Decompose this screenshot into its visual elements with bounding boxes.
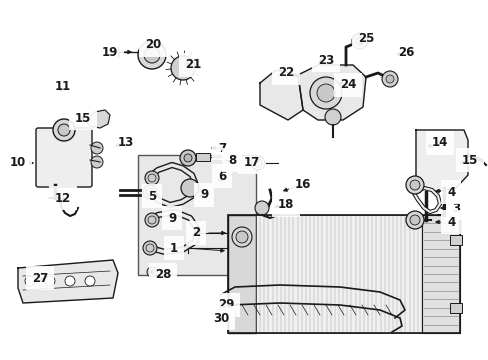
- Polygon shape: [260, 70, 303, 120]
- Bar: [449, 303, 461, 313]
- Circle shape: [409, 180, 419, 190]
- Polygon shape: [297, 65, 365, 120]
- Text: 19: 19: [102, 45, 118, 58]
- Circle shape: [231, 227, 251, 247]
- Text: 15: 15: [461, 153, 477, 166]
- Circle shape: [45, 276, 55, 286]
- Circle shape: [91, 156, 103, 168]
- Circle shape: [250, 156, 264, 170]
- Text: 5: 5: [148, 189, 156, 202]
- Text: 9: 9: [168, 211, 176, 225]
- Polygon shape: [18, 260, 118, 303]
- Text: 3: 3: [451, 202, 459, 215]
- Text: 17: 17: [243, 156, 260, 168]
- Circle shape: [409, 215, 419, 225]
- Text: 8: 8: [227, 153, 236, 166]
- Circle shape: [142, 185, 157, 199]
- Text: 13: 13: [118, 135, 134, 148]
- Text: 14: 14: [431, 136, 447, 149]
- Text: 23: 23: [317, 54, 334, 67]
- Circle shape: [171, 56, 195, 80]
- Text: 4: 4: [446, 216, 454, 229]
- Text: 7: 7: [218, 141, 225, 154]
- Circle shape: [385, 75, 393, 83]
- Circle shape: [405, 176, 423, 194]
- Text: 18: 18: [278, 198, 294, 211]
- Text: 12: 12: [55, 192, 71, 204]
- Circle shape: [351, 33, 367, 49]
- Circle shape: [147, 267, 157, 277]
- Text: 1: 1: [169, 242, 178, 255]
- Circle shape: [325, 109, 340, 125]
- Circle shape: [65, 276, 75, 286]
- Circle shape: [181, 179, 199, 197]
- Circle shape: [316, 84, 334, 102]
- Polygon shape: [86, 110, 110, 128]
- Circle shape: [58, 124, 70, 136]
- Circle shape: [91, 142, 103, 154]
- Circle shape: [309, 77, 341, 109]
- Text: 28: 28: [155, 269, 171, 282]
- Circle shape: [183, 154, 192, 162]
- Text: 10: 10: [10, 157, 26, 170]
- Text: 21: 21: [184, 58, 201, 72]
- Circle shape: [355, 37, 363, 45]
- Circle shape: [381, 71, 397, 87]
- Circle shape: [405, 211, 423, 229]
- Bar: [196, 153, 209, 161]
- Circle shape: [85, 276, 95, 286]
- Text: 24: 24: [339, 78, 356, 91]
- Circle shape: [150, 270, 154, 274]
- Text: 26: 26: [397, 46, 413, 59]
- Circle shape: [145, 171, 159, 185]
- Circle shape: [145, 213, 159, 227]
- Text: 16: 16: [294, 179, 311, 192]
- Text: 6: 6: [218, 170, 226, 183]
- Text: 20: 20: [145, 39, 161, 51]
- Bar: [227, 215, 256, 333]
- Text: 22: 22: [277, 67, 293, 80]
- FancyBboxPatch shape: [36, 128, 92, 187]
- Text: 11: 11: [55, 81, 71, 94]
- Text: 9: 9: [200, 189, 208, 202]
- Text: 27: 27: [32, 271, 48, 284]
- Circle shape: [254, 201, 268, 215]
- Bar: [227, 215, 459, 333]
- Bar: [138, 155, 256, 275]
- Circle shape: [138, 41, 165, 69]
- Bar: [256, 215, 421, 333]
- Circle shape: [236, 231, 247, 243]
- Circle shape: [142, 241, 157, 255]
- Circle shape: [180, 150, 196, 166]
- Polygon shape: [415, 130, 467, 192]
- Text: 25: 25: [357, 31, 374, 45]
- Bar: [421, 215, 459, 333]
- Circle shape: [253, 159, 262, 167]
- Bar: [449, 235, 461, 245]
- Text: 4: 4: [446, 185, 454, 198]
- Text: 30: 30: [213, 311, 229, 324]
- Circle shape: [143, 47, 160, 63]
- Circle shape: [25, 276, 35, 286]
- Text: 29: 29: [218, 298, 234, 311]
- Circle shape: [53, 119, 75, 141]
- Text: 2: 2: [191, 226, 200, 239]
- Text: 15: 15: [75, 112, 91, 125]
